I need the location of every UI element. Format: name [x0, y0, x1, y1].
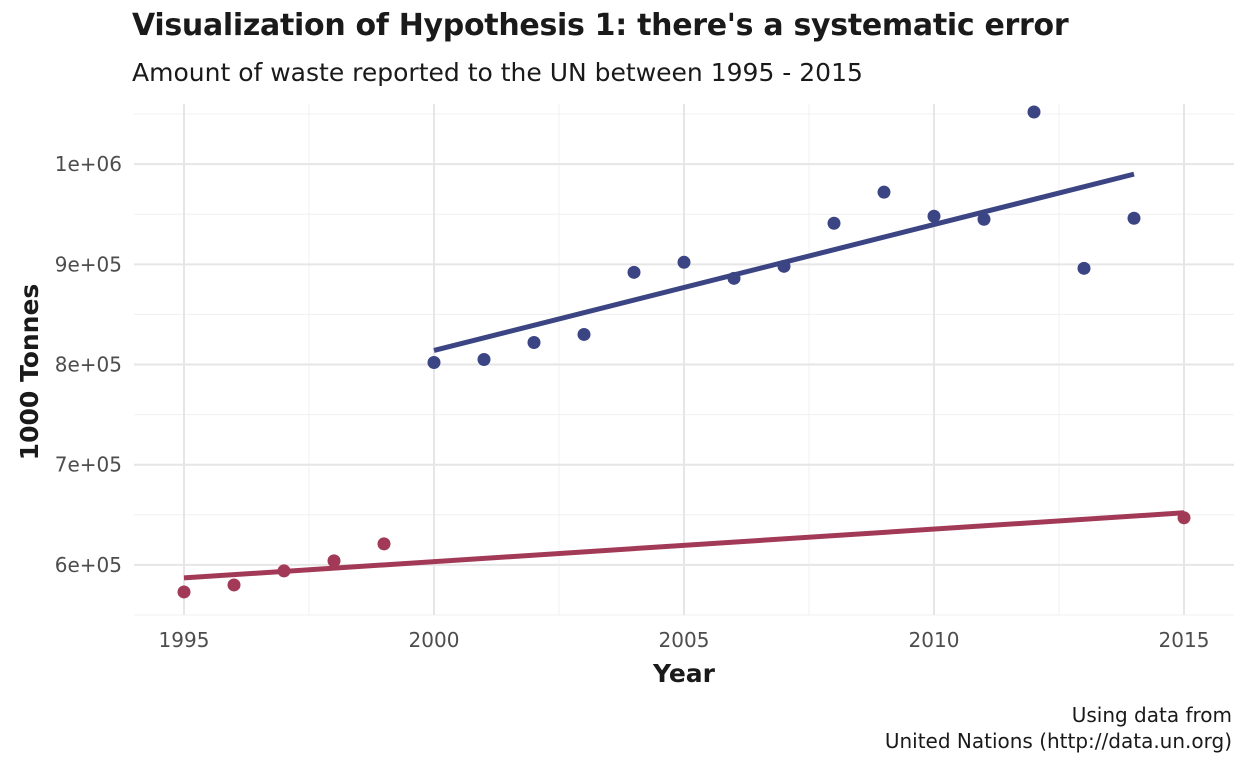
- y-tick-label: 1e+06: [55, 152, 122, 176]
- data-point: [577, 327, 591, 341]
- caption-line-2: United Nations (http://data.un.org): [884, 729, 1232, 753]
- data-point: [777, 259, 791, 273]
- x-tick-labels: 1995 2000 2005 2010 2015: [159, 628, 1210, 652]
- data-points: [177, 105, 1191, 599]
- data-point: [427, 356, 441, 370]
- x-tick-label: 2015: [1159, 628, 1210, 652]
- data-point: [477, 353, 491, 366]
- x-tick-label: 2010: [909, 628, 960, 652]
- y-tick-label: 6e+05: [55, 553, 122, 577]
- y-tick-labels: 6e+05 7e+05 8e+05 9e+05 1e+06: [55, 152, 122, 577]
- y-tick-label: 7e+05: [55, 453, 122, 477]
- chart-title: Visualization of Hypothesis 1: there's a…: [132, 8, 1069, 43]
- data-point: [1177, 511, 1191, 525]
- x-tick-label: 1995: [159, 628, 210, 652]
- data-point: [827, 216, 841, 230]
- data-point: [927, 209, 941, 223]
- data-point: [977, 212, 991, 226]
- y-tick-label: 8e+05: [55, 353, 122, 377]
- data-point: [877, 185, 891, 199]
- data-point: [227, 578, 241, 592]
- y-axis-title: 1000 Tonnes: [15, 284, 44, 461]
- x-tick-label: 2000: [409, 628, 460, 652]
- data-point: [527, 335, 541, 349]
- trend-line-2: [183, 510, 1185, 581]
- data-point: [177, 585, 191, 599]
- grid: [134, 104, 1234, 616]
- data-point: [727, 271, 741, 285]
- data-point: [327, 554, 341, 568]
- caption-line-1: Using data from: [1071, 703, 1232, 727]
- data-point: [1127, 211, 1141, 225]
- data-point: [627, 265, 641, 279]
- chart-caption: Using data from United Nations (http://d…: [885, 702, 1232, 754]
- x-tick-label: 2005: [659, 628, 710, 652]
- chart-subtitle: Amount of waste reported to the UN betwe…: [132, 58, 863, 87]
- data-point: [677, 255, 691, 269]
- data-point: [277, 564, 291, 578]
- data-point: [1077, 261, 1091, 275]
- data-point: [1027, 105, 1041, 119]
- scatter-chart: 1995 2000 2005 2010 2015 6e+05 7e+05 8e+05 9e+0…: [15, 104, 1234, 688]
- y-tick-label: 9e+05: [55, 252, 122, 276]
- x-axis-title: Year: [652, 659, 716, 688]
- data-point: [377, 537, 391, 551]
